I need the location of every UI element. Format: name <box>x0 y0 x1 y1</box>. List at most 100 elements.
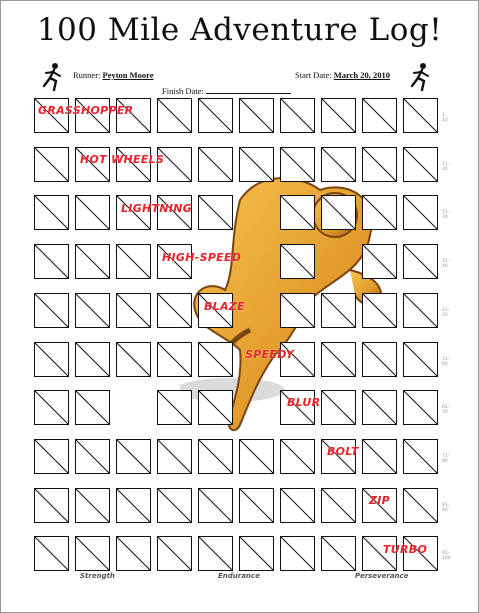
mile-box[interactable] <box>280 341 315 377</box>
mile-box[interactable] <box>403 146 438 182</box>
diagonal-line <box>158 537 191 571</box>
mile-box[interactable] <box>34 244 69 280</box>
mile-box[interactable] <box>321 341 356 377</box>
mile-box[interactable] <box>321 487 356 523</box>
mile-box[interactable] <box>239 438 274 474</box>
mile-box[interactable] <box>362 438 397 474</box>
mile-box[interactable] <box>362 341 397 377</box>
diagonal-line <box>322 488 355 522</box>
mile-box[interactable] <box>157 487 192 523</box>
mile-box[interactable] <box>321 292 356 328</box>
mile-box[interactable] <box>75 146 110 182</box>
mile-box[interactable] <box>157 98 192 133</box>
mile-box[interactable] <box>321 390 356 426</box>
mile-box[interactable] <box>403 244 438 280</box>
mile-box[interactable] <box>157 292 192 328</box>
mile-box[interactable] <box>75 98 110 133</box>
mile-box[interactable] <box>362 195 397 231</box>
mile-box[interactable] <box>75 195 110 231</box>
mile-box[interactable] <box>157 244 192 280</box>
mile-box[interactable] <box>403 341 438 377</box>
mile-box[interactable] <box>34 146 69 182</box>
mile-box[interactable] <box>321 195 356 231</box>
mile-box[interactable] <box>157 146 192 182</box>
mile-box[interactable] <box>362 98 397 133</box>
mile-box[interactable] <box>157 536 192 572</box>
mile-box[interactable] <box>403 292 438 328</box>
mile-box[interactable] <box>239 146 274 182</box>
mile-box[interactable] <box>198 146 233 182</box>
mile-box[interactable] <box>403 487 438 523</box>
mile-box[interactable] <box>321 98 356 133</box>
diagonal-line <box>199 147 232 181</box>
mile-box[interactable] <box>157 390 192 426</box>
mile-box[interactable] <box>116 195 151 231</box>
mile-box[interactable] <box>157 438 192 474</box>
mile-box[interactable] <box>75 341 110 377</box>
mile-box[interactable] <box>116 98 151 133</box>
mile-box[interactable] <box>116 438 151 474</box>
mile-box[interactable] <box>280 244 315 280</box>
mile-box[interactable] <box>34 438 69 474</box>
mile-box[interactable] <box>362 146 397 182</box>
mile-box[interactable] <box>157 341 192 377</box>
mile-box[interactable] <box>198 341 233 377</box>
mile-box[interactable] <box>403 438 438 474</box>
mile-box[interactable] <box>280 146 315 182</box>
mile-box[interactable] <box>116 341 151 377</box>
mile-box[interactable] <box>116 487 151 523</box>
mile-box[interactable] <box>280 438 315 474</box>
mile-box[interactable] <box>34 195 69 231</box>
mile-box[interactable] <box>280 487 315 523</box>
mile-box[interactable] <box>362 487 397 523</box>
mile-box[interactable] <box>198 536 233 572</box>
mile-box[interactable] <box>157 195 192 231</box>
finish-date-blank[interactable] <box>205 85 291 94</box>
mile-box[interactable] <box>198 390 233 426</box>
milestone-nickname: BLUR <box>287 396 321 409</box>
mile-box[interactable] <box>34 390 69 426</box>
mile-box[interactable] <box>362 292 397 328</box>
mile-box[interactable] <box>116 244 151 280</box>
mile-box[interactable] <box>75 487 110 523</box>
mile-box[interactable] <box>75 536 110 572</box>
mile-box[interactable] <box>280 536 315 572</box>
mile-box[interactable] <box>239 487 274 523</box>
mile-box[interactable] <box>75 390 110 426</box>
mile-box[interactable] <box>403 536 438 572</box>
mile-box[interactable] <box>280 292 315 328</box>
mile-box[interactable] <box>34 341 69 377</box>
mile-box[interactable] <box>198 292 233 328</box>
mile-box[interactable] <box>362 244 397 280</box>
mile-box[interactable] <box>116 536 151 572</box>
mile-box[interactable] <box>75 292 110 328</box>
mile-box[interactable] <box>198 98 233 133</box>
mile-box[interactable] <box>403 390 438 426</box>
mile-box[interactable] <box>75 244 110 280</box>
mile-box[interactable] <box>75 438 110 474</box>
mile-box[interactable] <box>239 536 274 572</box>
mile-box[interactable] <box>403 98 438 133</box>
mile-box[interactable] <box>198 195 233 231</box>
mile-box[interactable] <box>34 536 69 572</box>
runner-name[interactable]: Peyton Moore <box>102 70 154 80</box>
mile-box[interactable] <box>116 146 151 182</box>
mile-box[interactable] <box>198 487 233 523</box>
diagonal-line <box>322 196 355 230</box>
mile-box[interactable] <box>362 536 397 572</box>
mile-box[interactable] <box>362 390 397 426</box>
mile-box[interactable] <box>321 146 356 182</box>
mile-box[interactable] <box>116 292 151 328</box>
mile-box[interactable] <box>34 98 69 133</box>
mile-box[interactable] <box>34 292 69 328</box>
mile-box[interactable] <box>280 390 315 426</box>
start-date-value[interactable]: March 20, 2010 <box>333 70 390 80</box>
mile-box[interactable] <box>321 536 356 572</box>
mile-box[interactable] <box>239 98 274 133</box>
mile-box[interactable] <box>321 438 356 474</box>
mile-box[interactable] <box>403 195 438 231</box>
mile-box[interactable] <box>34 487 69 523</box>
mile-box[interactable] <box>198 438 233 474</box>
mile-box[interactable] <box>280 195 315 231</box>
mile-box[interactable] <box>280 98 315 133</box>
